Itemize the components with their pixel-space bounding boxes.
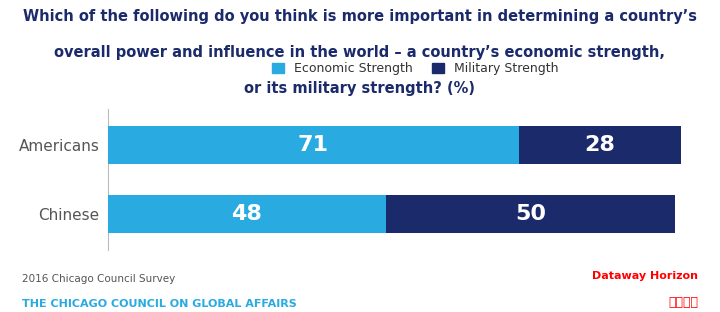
Text: or its military strength? (%): or its military strength? (%) — [245, 81, 475, 96]
Text: Dataway Horizon: Dataway Horizon — [593, 271, 698, 281]
Text: THE CHICAGO COUNCIL ON GLOBAL AFFAIRS: THE CHICAGO COUNCIL ON GLOBAL AFFAIRS — [22, 299, 297, 309]
Text: 50: 50 — [515, 204, 546, 224]
Text: Which of the following do you think is more important in determining a country’s: Which of the following do you think is m… — [23, 9, 697, 24]
Bar — [108, 126, 519, 164]
Legend: Economic Strength, Military Strength: Economic Strength, Military Strength — [271, 62, 559, 75]
Bar — [519, 126, 681, 164]
Text: 零点有数: 零点有数 — [668, 296, 698, 309]
Text: 48: 48 — [232, 204, 262, 224]
Text: overall power and influence in the world – a country’s economic strength,: overall power and influence in the world… — [55, 45, 665, 60]
Text: 71: 71 — [298, 135, 329, 155]
Bar — [386, 195, 675, 233]
Text: 28: 28 — [585, 135, 616, 155]
Text: 2016 Chicago Council Survey: 2016 Chicago Council Survey — [22, 274, 175, 284]
Bar — [108, 195, 386, 233]
